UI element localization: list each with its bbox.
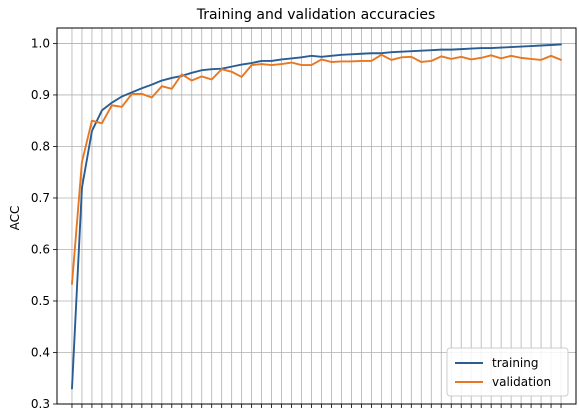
series-layer [71,43,562,390]
legend-label-validation: validation [492,375,551,389]
y-tick-label: 0.4 [31,345,50,359]
series-line-validation [71,53,562,285]
series-line-training [71,43,562,390]
y-tick-label: 0.3 [31,397,50,411]
ticks: 0.3 0.4 0.5 0.6 0.7 0.8 0.9 1.0 [31,36,562,411]
chart-title: Training and validation accuracies [196,7,436,23]
y-tick-label: 0.5 [31,294,50,308]
legend-box [446,347,569,397]
y-tick-label: 0.7 [31,191,50,205]
y-axis-label: ACC [8,206,22,231]
y-tick-label: 1.0 [31,36,50,50]
y-tick-label: 0.6 [31,242,50,256]
y-tick-label: 0.9 [31,88,50,102]
y-tick-label: 0.8 [31,139,50,153]
legend-label-training: training [492,356,539,370]
plot-frame [56,27,577,405]
legend: training validation [446,347,569,397]
grid [57,28,576,405]
